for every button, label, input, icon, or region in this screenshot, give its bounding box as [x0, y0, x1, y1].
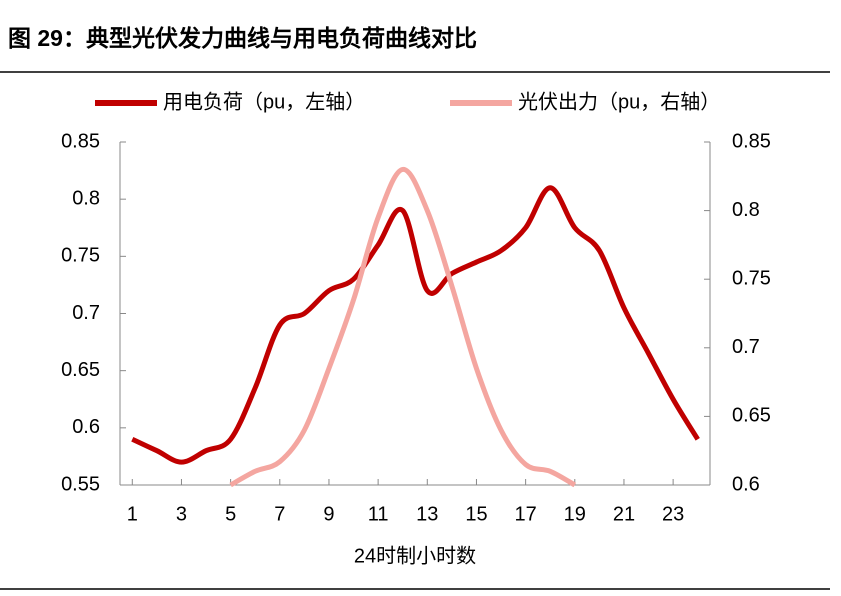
- legend-label: 光伏出力（pu，右轴）: [518, 90, 720, 113]
- legend-label: 用电负荷（pu，左轴）: [163, 90, 365, 113]
- x-tick-label: 15: [465, 503, 487, 525]
- x-tick-label: 19: [564, 503, 586, 525]
- y-tick-label: 0.7: [72, 302, 100, 324]
- x-tick-label: 11: [368, 503, 389, 525]
- x-tick-label: 13: [416, 503, 438, 525]
- y-tick-label: 0.75: [61, 245, 100, 267]
- y-tick-label: 0.8: [72, 187, 100, 209]
- x-tick-label: 9: [323, 503, 334, 525]
- chart-title: 图 29：典型光伏发力曲线与用电负荷曲线对比: [8, 25, 477, 51]
- x-tick-label: 1: [127, 503, 138, 525]
- y2-tick-label: 0.6: [732, 473, 760, 495]
- x-tick-label: 5: [225, 503, 236, 525]
- y-tick-label: 0.55: [61, 473, 100, 495]
- y2-tick-label: 0.85: [732, 130, 771, 152]
- x-axis-label: 24时制小时数: [354, 544, 476, 567]
- y2-tick-label: 0.8: [732, 199, 760, 221]
- y2-tick-label: 0.75: [732, 267, 771, 289]
- y-tick-label: 0.85: [61, 130, 100, 152]
- y2-tick-label: 0.65: [732, 405, 771, 427]
- y2-tick-label: 0.7: [732, 336, 760, 358]
- y-tick-label: 0.65: [61, 359, 100, 381]
- x-tick-label: 21: [613, 503, 635, 525]
- x-tick-label: 23: [662, 503, 684, 525]
- y-tick-label: 0.6: [72, 416, 100, 438]
- x-tick-label: 7: [274, 503, 285, 525]
- x-tick-label: 17: [515, 503, 537, 525]
- series-line: [131, 185, 700, 465]
- x-tick-label: 3: [176, 503, 187, 525]
- series-line: [229, 166, 577, 488]
